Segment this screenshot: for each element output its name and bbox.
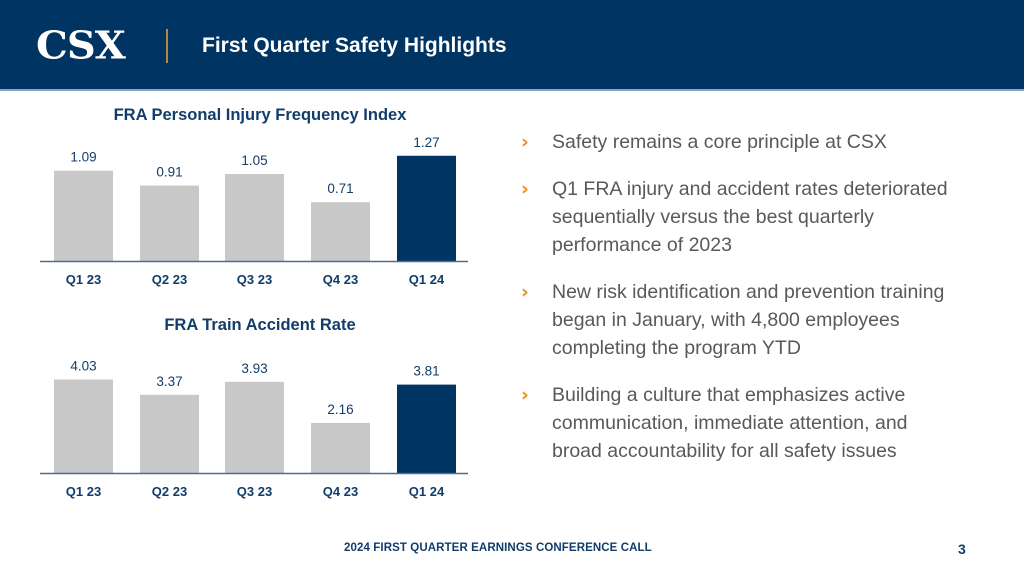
bar-q2-23 xyxy=(140,185,199,261)
value-label: 0.71 xyxy=(327,181,353,196)
footer-text: 2024 FIRST QUARTER EARNINGS CONFERENCE C… xyxy=(344,542,652,554)
bar-q4-23 xyxy=(311,422,370,473)
bar-q2-23 xyxy=(140,394,199,473)
value-label: 0.91 xyxy=(156,165,182,180)
chart-1: 4.03 Q1 23 3.37 Q2 23 3.93 Q3 23 2.16 Q4 23 3.81… xyxy=(40,359,468,499)
bar-q1-23 xyxy=(54,170,113,261)
value-label: 3.93 xyxy=(241,361,267,376)
bullet-item: › New risk identification and prevention … xyxy=(516,278,956,362)
category-label: Q4 23 xyxy=(323,272,358,287)
bullet-text: Building a culture that emphasizes activ… xyxy=(552,384,908,462)
category-label: Q4 23 xyxy=(323,484,358,499)
injury-chart-title: FRA Personal Injury Frequency Index xyxy=(113,106,407,124)
bullet-item: › Building a culture that emphasizes acti… xyxy=(516,381,956,465)
category-label: Q1 24 xyxy=(409,484,445,499)
bullet-text: New risk identification and prevention t… xyxy=(552,281,945,359)
value-label: 3.81 xyxy=(413,364,439,379)
value-label: 1.05 xyxy=(241,153,267,168)
value-label: 1.27 xyxy=(413,135,439,150)
page-title: First Quarter Safety Highlights xyxy=(202,34,507,57)
bullet-list: › Safety remains a core principle at CSX ›… xyxy=(516,128,956,484)
category-label: Q3 23 xyxy=(237,484,272,499)
header-rule xyxy=(0,89,1024,91)
chevron-right-icon: › xyxy=(521,178,529,200)
category-label: Q1 24 xyxy=(409,272,445,287)
category-label: Q2 23 xyxy=(152,272,187,287)
category-label: Q1 23 xyxy=(66,484,101,499)
csx-logo: CSX xyxy=(36,23,126,68)
value-label: 2.16 xyxy=(327,402,353,417)
category-label: Q3 23 xyxy=(237,272,272,287)
category-label: Q1 23 xyxy=(66,272,101,287)
chevron-right-icon: › xyxy=(521,281,529,303)
bar-q3-23 xyxy=(225,174,284,261)
bullet-item: › Safety remains a core principle at CSX xyxy=(516,128,956,156)
category-label: Q2 23 xyxy=(152,484,187,499)
slide-header: CSX First Quarter Safety Highlights xyxy=(0,0,1024,90)
page-number: 3 xyxy=(958,541,966,557)
chevron-right-icon: › xyxy=(521,384,529,406)
value-label: 1.09 xyxy=(70,150,96,165)
bar-q4-23 xyxy=(311,202,370,261)
logo-divider xyxy=(166,29,168,63)
bar-q3-23 xyxy=(225,381,284,473)
bullet-text: Q1 FRA injury and accident rates deterio… xyxy=(552,178,948,256)
bar-q1-24 xyxy=(397,384,456,473)
value-label: 4.03 xyxy=(70,359,96,374)
chevron-right-icon: › xyxy=(521,131,529,153)
value-label: 3.37 xyxy=(156,374,182,389)
bar-q1-23 xyxy=(54,379,113,473)
chart-0: 1.09 Q1 23 0.91 Q2 23 1.05 Q3 23 0.71 Q4 23 1.27… xyxy=(40,135,468,287)
bar-q1-24 xyxy=(397,155,456,261)
accident-chart-title: FRA Train Accident Rate xyxy=(164,316,356,334)
bullet-text: Safety remains a core principle at CSX xyxy=(552,131,887,153)
bullet-item: › Q1 FRA injury and accident rates deteri… xyxy=(516,175,956,259)
